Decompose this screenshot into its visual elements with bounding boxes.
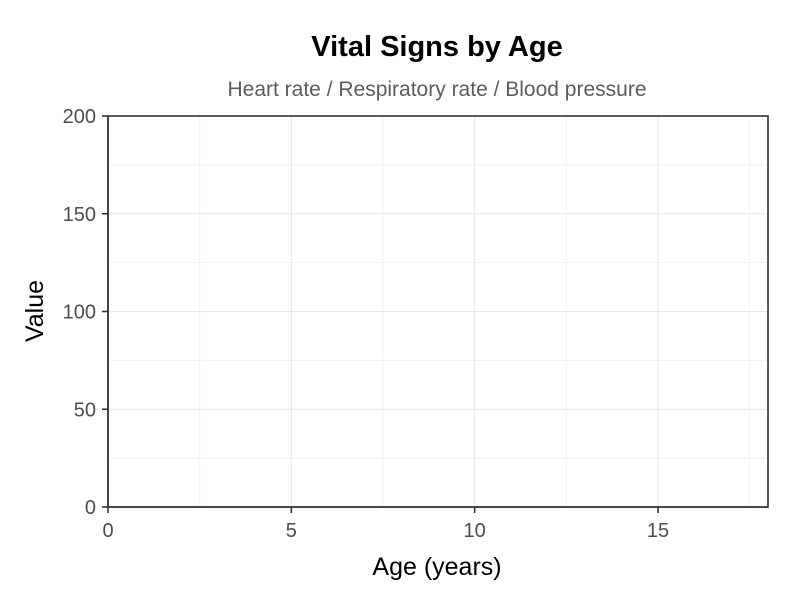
major-gridlines: [107, 115, 768, 508]
y-tick-label: 200: [63, 106, 96, 128]
x-tick-label: 0: [102, 520, 113, 542]
y-tick-label: 50: [74, 399, 96, 421]
y-tick-label: 0: [85, 497, 96, 519]
x-tick-label: 15: [647, 520, 669, 542]
x-axis-label: Age (years): [372, 553, 501, 581]
chart-title: Vital Signs by Age: [311, 31, 562, 63]
x-axis-ticks: 0 5 10 15: [102, 507, 669, 542]
chart-subtitle: Heart rate / Respiratory rate / Blood pr…: [227, 78, 646, 101]
y-tick-label: 100: [63, 302, 96, 324]
y-axis-label: Value: [21, 280, 49, 342]
x-tick-label: 5: [286, 520, 297, 542]
y-axis-ticks: 0 50 100 150 200: [63, 106, 108, 519]
y-tick-label: 150: [63, 204, 96, 226]
minor-gridlines: [108, 116, 768, 507]
x-tick-label: 10: [464, 520, 486, 542]
